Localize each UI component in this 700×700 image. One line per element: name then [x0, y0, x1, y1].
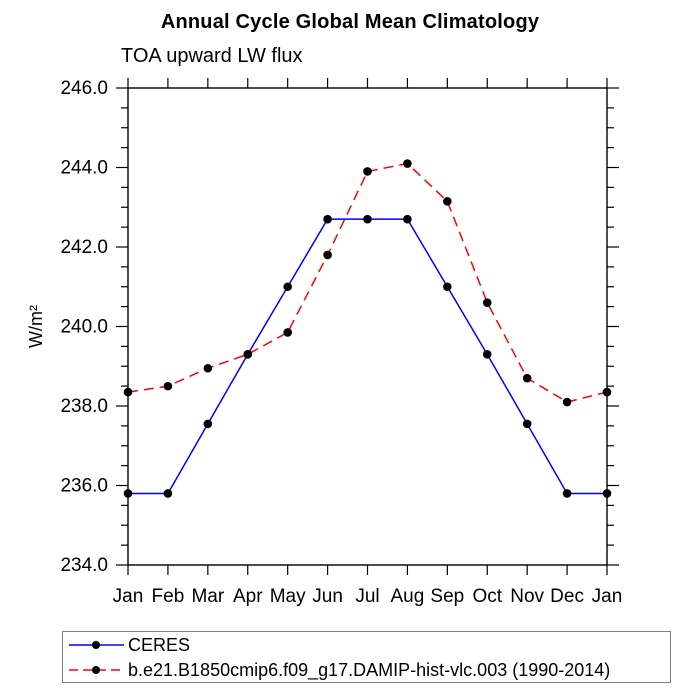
x-tick-label: Sep	[430, 586, 464, 607]
data-point-marker	[403, 214, 412, 224]
y-tick-label: 242.0	[60, 237, 108, 258]
data-point-marker	[482, 350, 492, 359]
y-axis-title: W/m²	[26, 305, 46, 348]
legend-label: CERES	[128, 634, 191, 655]
legend-item-0: CERES	[63, 632, 670, 657]
data-point-marker	[522, 373, 532, 383]
data-point-marker	[283, 282, 292, 292]
series-line-1	[127, 162, 608, 403]
data-point-marker	[123, 387, 133, 397]
x-tick-label: Mar	[191, 586, 224, 607]
x-tick-label: Feb	[152, 586, 185, 607]
x-tick-label: Aug	[391, 586, 425, 607]
y-tick-label: 238.0	[60, 396, 108, 417]
data-point-marker	[363, 167, 372, 176]
legend-marker-dot	[92, 665, 100, 674]
chart-title: Annual Cycle Global Mean Climatology	[160, 11, 540, 33]
legend-item-1: b.e21.B1850cmip6.f09_g17.DAMIP-hist-vlc.…	[63, 657, 670, 682]
data-point-marker	[203, 419, 213, 429]
data-point-marker	[522, 419, 532, 429]
data-point-marker	[323, 250, 332, 260]
data-point-marker	[203, 363, 213, 373]
legend-box: CERES b.e21.B1850cmip6.f09_g17.DAMIP-hist…	[62, 631, 671, 683]
data-point-marker	[163, 381, 173, 391]
x-tick-label: Jan	[592, 586, 623, 607]
x-tick-label: Oct	[472, 586, 502, 607]
data-point-marker	[123, 489, 133, 498]
y-tick-label: 236.0	[60, 476, 108, 497]
x-tick-label: Nov	[510, 586, 544, 607]
y-tick-label: 246.0	[60, 78, 108, 99]
legend-marker-dot	[92, 640, 100, 649]
data-point-marker	[323, 214, 332, 224]
data-point-marker	[482, 298, 492, 307]
data-point-marker	[403, 159, 412, 168]
data-point-marker	[562, 489, 572, 498]
plot-border	[127, 87, 608, 566]
series-line-0	[128, 218, 607, 495]
legend-label: b.e21.B1850cmip6.f09_g17.DAMIP-hist-vlc.…	[128, 659, 611, 680]
data-point-marker	[163, 489, 173, 498]
x-tick-label: Jan	[113, 586, 144, 607]
chart-subtitle: TOA upward LW flux	[121, 45, 303, 67]
data-point-marker	[443, 282, 452, 292]
data-point-marker	[602, 387, 612, 397]
data-point-marker	[243, 350, 253, 359]
data-point-marker	[283, 328, 292, 337]
y-tick-label: 240.0	[60, 317, 108, 338]
data-point-marker	[562, 397, 572, 407]
data-point-marker	[363, 214, 372, 224]
x-tick-label: Dec	[550, 586, 584, 607]
data-point-marker	[602, 489, 612, 498]
y-tick-label: 244.0	[60, 158, 108, 179]
x-tick-label: Jun	[312, 586, 343, 607]
data-point-marker	[443, 196, 452, 206]
legend-line-sample	[69, 665, 124, 674]
x-tick-label: Apr	[233, 586, 263, 607]
x-tick-label: Jul	[355, 586, 379, 607]
legend-line-sample	[69, 640, 124, 649]
x-tick-label: May	[270, 586, 306, 607]
y-tick-label: 234.0	[60, 555, 108, 576]
